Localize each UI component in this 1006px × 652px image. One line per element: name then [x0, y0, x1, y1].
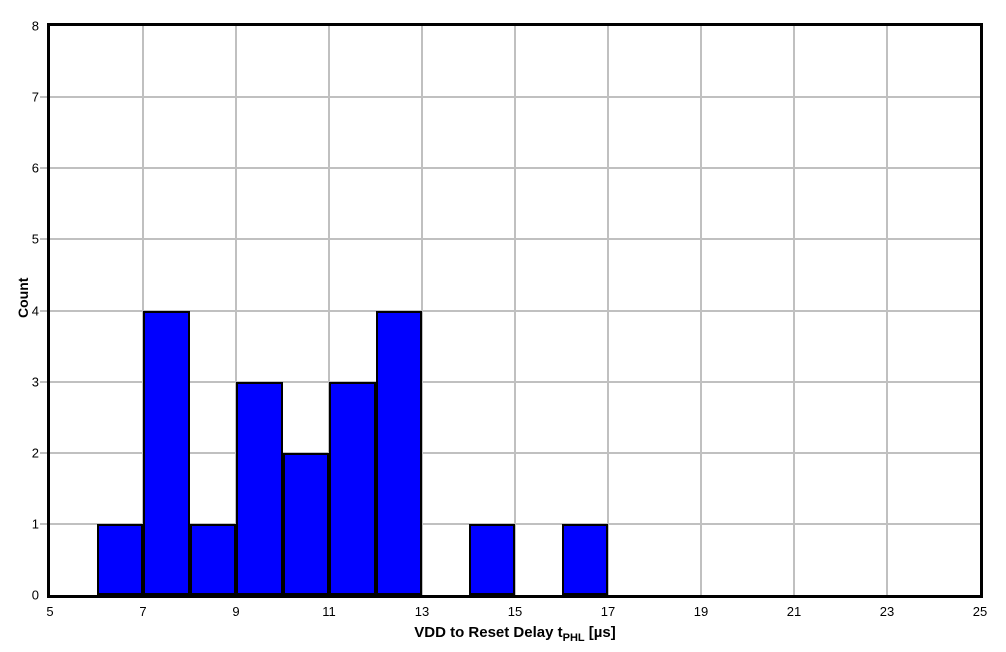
- x-axis-title-main: VDD to Reset Delay t: [414, 624, 563, 641]
- y-tick-label: 2: [31, 445, 39, 461]
- y-tick-mark: [40, 167, 47, 170]
- histogram-bar: [236, 381, 283, 595]
- x-tick-label: 9: [232, 604, 240, 619]
- y-tick-mark: [40, 451, 47, 454]
- y-tick-label: 5: [31, 231, 39, 247]
- x-tick-label: 25: [972, 604, 988, 619]
- vertical-gridline: [235, 26, 237, 595]
- vertical-gridline: [328, 26, 330, 595]
- x-tick-label: 15: [507, 604, 523, 619]
- plot-area: [47, 23, 983, 598]
- x-tick-label: 23: [879, 604, 895, 619]
- x-tick-label: 13: [414, 604, 430, 619]
- y-tick-label: 7: [31, 89, 39, 105]
- y-tick-mark: [40, 238, 47, 241]
- y-tick-label: 3: [31, 374, 39, 390]
- histogram-bar: [96, 523, 143, 595]
- x-tick-label: 5: [46, 604, 54, 619]
- vertical-gridline: [421, 26, 423, 595]
- vertical-gridline: [607, 26, 609, 595]
- y-tick-label: 4: [31, 303, 39, 318]
- x-tick-label: 21: [786, 604, 802, 619]
- y-tick-mark: [40, 380, 47, 383]
- y-tick-mark: [40, 309, 47, 312]
- histogram-bar: [468, 523, 515, 595]
- x-axis-title: VDD to Reset Delay tPHL [µs]: [47, 624, 983, 644]
- x-tick-label: 11: [322, 604, 336, 619]
- vertical-gridline: [793, 26, 795, 595]
- histogram-bar: [282, 452, 329, 595]
- x-tick-label: 7: [139, 604, 147, 619]
- y-tick-label: 8: [31, 18, 39, 34]
- vertical-gridline: [514, 26, 516, 595]
- vertical-gridline: [700, 26, 702, 595]
- x-tick-label: 19: [693, 604, 709, 619]
- y-tick-mark: [40, 522, 47, 525]
- histogram-bar: [143, 310, 190, 595]
- histogram-bar: [189, 523, 236, 595]
- histogram-bar: [561, 523, 608, 595]
- x-axis-title-subscript: PHL: [562, 632, 585, 644]
- vertical-gridline: [886, 26, 888, 595]
- histogram-bar: [329, 381, 376, 595]
- y-tick-label: 1: [31, 516, 39, 532]
- x-axis-title-units: [µs]: [584, 624, 616, 641]
- x-tick-label: 17: [600, 604, 616, 619]
- y-tick-mark: [40, 96, 47, 99]
- histogram-bar: [375, 310, 422, 595]
- y-tick-label: 0: [31, 587, 39, 603]
- y-tick-label: 6: [31, 160, 39, 176]
